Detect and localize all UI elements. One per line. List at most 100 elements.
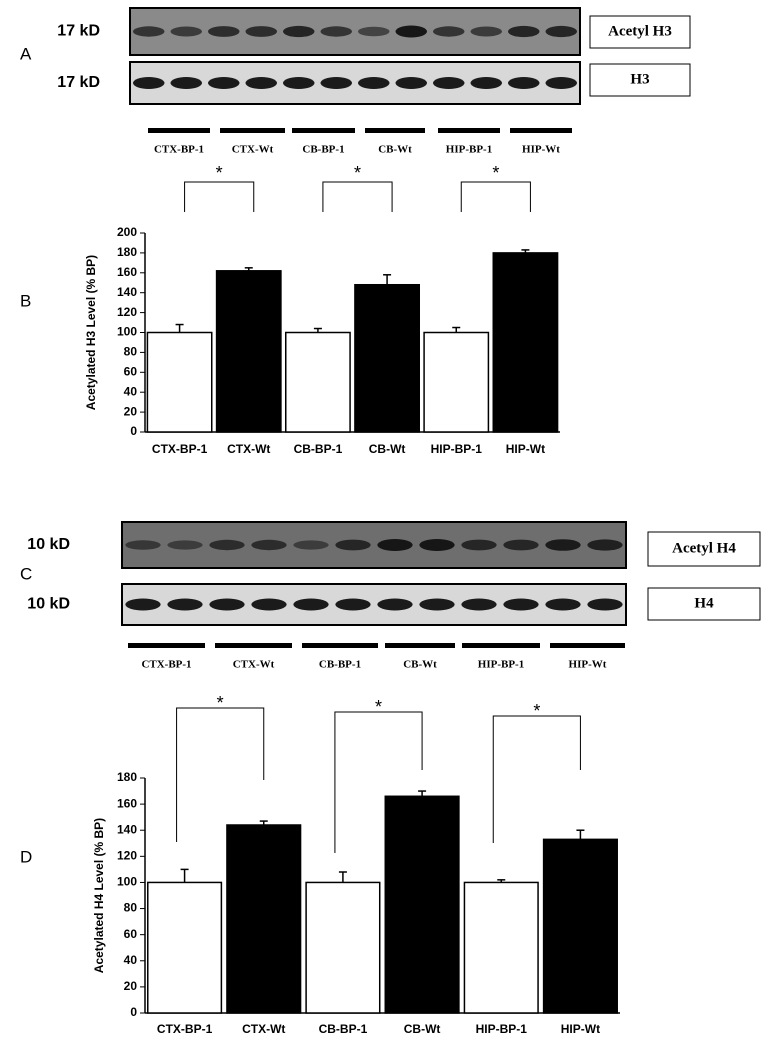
lane-bar <box>292 128 355 133</box>
blot-band <box>377 539 413 551</box>
blot-band <box>545 539 581 551</box>
protein-label: Acetyl H4 <box>672 540 736 556</box>
blot-band <box>545 25 577 38</box>
blot-band <box>587 539 623 551</box>
lane-label: CB-Wt <box>403 659 437 671</box>
y-tick-label: 0 <box>130 424 137 438</box>
protein-label-box <box>647 587 761 621</box>
blot-band <box>283 77 315 89</box>
blot-band <box>395 77 427 89</box>
blot-band <box>208 77 240 89</box>
blot-band <box>503 598 539 611</box>
lane-label: CB-BP-1 <box>319 659 361 671</box>
x-tick-label: HIP-BP-1 <box>431 442 483 456</box>
y-tick-label: 20 <box>124 979 138 993</box>
lane-bar <box>438 128 500 133</box>
lane-bar <box>302 643 378 648</box>
protein-label: H4 <box>694 595 714 611</box>
y-tick-label: 120 <box>117 849 137 863</box>
x-tick-label: CTX-Wt <box>242 1022 285 1036</box>
molecular-weight: 10 kD <box>27 596 70 613</box>
bar <box>463 881 539 1014</box>
blot-band <box>419 598 455 611</box>
lane-bar <box>215 643 292 648</box>
y-axis-title: Acetylated H4 Level (% BP) <box>92 818 106 973</box>
bar <box>423 331 490 433</box>
x-tick-label: HIP-BP-1 <box>476 1022 528 1036</box>
blot-band <box>470 26 502 37</box>
y-tick-label: 160 <box>117 796 137 810</box>
y-tick-label: 60 <box>124 364 138 378</box>
significance-marker: * <box>533 701 540 721</box>
blot-band <box>320 77 352 89</box>
molecular-weight: 10 kD <box>27 536 70 553</box>
blot-band <box>293 598 329 611</box>
significance-bracket <box>334 711 423 853</box>
blot-band <box>470 77 502 89</box>
lane-label: CTX-BP-1 <box>141 659 191 671</box>
significance-marker: * <box>217 693 224 713</box>
significance-bracket <box>184 181 255 212</box>
blot-band <box>251 598 287 611</box>
blot-band <box>208 26 240 37</box>
blot-band <box>377 598 413 611</box>
panel-label: A <box>20 44 32 63</box>
panel-label: B <box>20 291 31 310</box>
y-tick-label: 40 <box>124 384 138 398</box>
blot-band <box>245 77 277 89</box>
blot-band <box>461 598 497 611</box>
blot-band <box>508 25 540 38</box>
y-tick-label: 60 <box>124 927 138 941</box>
blot-band <box>358 77 390 89</box>
lane-bar <box>220 128 285 133</box>
blot-band <box>209 539 245 551</box>
lane-label: HIP-Wt <box>522 144 560 156</box>
blot-band <box>587 598 623 611</box>
y-tick-label: 80 <box>124 901 138 915</box>
bar <box>384 795 460 1014</box>
x-tick-label: CB-Wt <box>404 1022 441 1036</box>
x-tick-label: CTX-BP-1 <box>157 1022 213 1036</box>
bar <box>147 881 223 1014</box>
lane-bar <box>365 128 425 133</box>
lane-label: CTX-BP-1 <box>154 144 204 156</box>
x-tick-label: CB-BP-1 <box>319 1022 368 1036</box>
blot-band <box>251 539 287 551</box>
blot-band <box>433 77 465 89</box>
blot-image <box>129 61 581 105</box>
bar <box>146 331 213 433</box>
significance-bracket <box>460 181 531 212</box>
protein-label-box <box>589 15 691 49</box>
protein-label-box <box>589 63 691 97</box>
x-tick-label: CTX-BP-1 <box>152 442 208 456</box>
x-tick-label: CTX-Wt <box>227 442 270 456</box>
blot-band <box>433 26 465 37</box>
blot-band <box>419 539 455 551</box>
y-tick-label: 100 <box>117 325 137 339</box>
y-tick-label: 180 <box>117 770 137 784</box>
lane-bar <box>462 643 540 648</box>
panel-label: C <box>20 564 32 583</box>
y-tick-label: 160 <box>117 265 137 279</box>
blot-band <box>335 598 371 611</box>
y-tick-label: 80 <box>124 345 138 359</box>
y-tick-label: 140 <box>117 822 137 836</box>
blot-band <box>167 598 203 611</box>
y-tick-label: 120 <box>117 305 137 319</box>
significance-bracket <box>176 707 265 842</box>
y-tick-label: 20 <box>124 404 138 418</box>
panel-label: D <box>20 847 32 866</box>
blot-band <box>508 77 540 89</box>
protein-label: Acetyl H3 <box>608 23 672 39</box>
y-tick-label: 100 <box>117 875 137 889</box>
bar <box>285 331 351 433</box>
significance-bracket <box>322 181 393 212</box>
significance-marker: * <box>354 163 361 183</box>
y-tick-label: 180 <box>117 245 137 259</box>
significance-marker: * <box>375 697 382 717</box>
lane-bar <box>128 643 205 648</box>
y-tick-label: 0 <box>130 1005 137 1019</box>
blot-band <box>461 539 497 551</box>
blot-band <box>545 77 577 89</box>
